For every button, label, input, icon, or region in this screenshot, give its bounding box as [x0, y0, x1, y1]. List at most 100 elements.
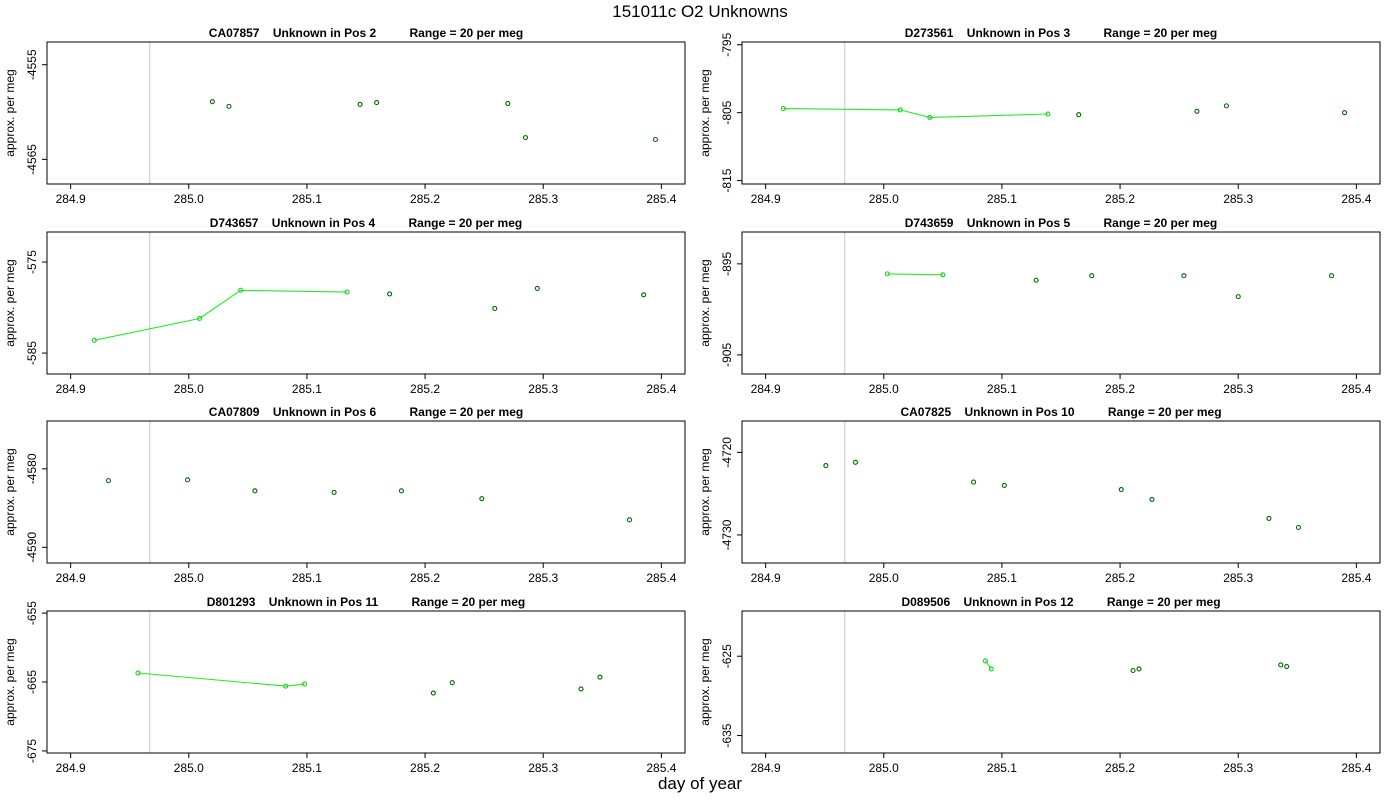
x-tick-label: 285.4: [1341, 761, 1371, 775]
data-point: [927, 114, 933, 120]
data-point: [1278, 662, 1284, 668]
data-point: [1149, 496, 1155, 502]
x-tick-label: 285.4: [646, 761, 676, 775]
data-point: [597, 674, 603, 680]
y-tick-label: -795: [720, 32, 734, 56]
x-tick-label: 285.3: [1223, 571, 1253, 585]
data-point: [1001, 482, 1007, 488]
series-line: [783, 108, 1049, 118]
x-tick-label: 285.1: [987, 382, 1017, 396]
x-tick-label: 285.0: [174, 382, 204, 396]
x-tick-label: 285.3: [528, 192, 558, 206]
x-tick-label: 285.1: [292, 192, 322, 206]
x-tick-label: 285.1: [292, 761, 322, 775]
series-line: [94, 289, 348, 341]
x-tick-label: 285.2: [410, 571, 440, 585]
data-point: [641, 292, 647, 298]
x-tick-label: 285.0: [174, 571, 204, 585]
panel-7: D801293 Unknown in Pos 11 Range = 20 per…: [3, 595, 686, 775]
data-point: [398, 488, 404, 494]
x-tick-label: 285.1: [987, 761, 1017, 775]
panel-frame: [741, 41, 1381, 185]
y-tick-label: -895: [720, 252, 734, 276]
x-tick-label: 285.4: [1341, 571, 1371, 585]
data-point: [988, 666, 994, 672]
data-point: [1130, 667, 1136, 674]
shared-x-axis-label: day of year: [657, 774, 743, 793]
y-tick-label: -4720: [720, 437, 734, 468]
y-tick-label: -4565: [25, 144, 39, 175]
data-point: [534, 285, 540, 291]
x-tick-label: 284.9: [751, 761, 781, 775]
panel-title: D801293 Unknown in Pos 11 Range = 20 per…: [207, 595, 525, 609]
x-tick-label: 285.4: [1341, 192, 1371, 206]
x-tick-label: 285.0: [174, 761, 204, 775]
data-point: [209, 99, 215, 105]
x-tick-label: 285.1: [987, 192, 1017, 206]
panel-4: D743659 Unknown in Pos 5 Range = 20 per …: [698, 216, 1381, 396]
data-point: [940, 272, 946, 278]
x-tick-label: 285.3: [528, 761, 558, 775]
data-point: [283, 683, 289, 689]
y-axis-label: approx. per meg: [3, 259, 17, 346]
data-point: [823, 463, 829, 469]
data-point: [1136, 666, 1142, 672]
x-tick-label: 285.1: [292, 382, 322, 396]
data-point: [135, 670, 141, 676]
data-point: [982, 658, 988, 664]
y-tick-label: -4590: [25, 532, 39, 563]
panel-title: D743657 Unknown in Pos 4 Range = 20 per …: [210, 216, 522, 230]
x-tick-label: 284.9: [751, 192, 781, 206]
data-point: [302, 681, 308, 687]
panel-8: D089506 Unknown in Pos 12 Range = 20 per…: [698, 595, 1381, 775]
data-point: [344, 289, 350, 295]
panel-1: CA07857 Unknown in Pos 2 Range = 20 per …: [3, 26, 686, 206]
panel-title: D273561 Unknown in Pos 3 Range = 20 per …: [905, 26, 1217, 40]
series-line: [887, 273, 943, 276]
panel-frame: [46, 41, 686, 185]
data-point: [1342, 110, 1348, 116]
panel-title: D743659 Unknown in Pos 5 Range = 20 per …: [905, 216, 1217, 230]
data-point: [105, 478, 111, 484]
x-tick-label: 285.3: [1223, 761, 1253, 775]
data-point: [1194, 108, 1200, 114]
data-point: [479, 496, 485, 502]
panel-frame: [741, 231, 1381, 375]
data-point: [852, 459, 858, 465]
y-tick-label: -4730: [720, 519, 734, 550]
data-point: [780, 106, 786, 112]
y-axis-label: approx. per meg: [698, 69, 712, 156]
data-point: [185, 477, 191, 483]
x-tick-label: 284.9: [751, 571, 781, 585]
x-tick-label: 285.4: [646, 192, 676, 206]
panel-frame: [46, 231, 686, 375]
data-point: [1235, 294, 1241, 300]
data-point: [626, 517, 633, 523]
data-point: [522, 135, 529, 141]
y-axis-label: approx. per meg: [3, 448, 17, 535]
y-axis-label: approx. per meg: [698, 638, 712, 725]
data-point: [252, 488, 258, 494]
data-point: [652, 136, 659, 143]
x-tick-label: 285.2: [1105, 192, 1135, 206]
y-tick-label: -905: [720, 343, 734, 367]
data-point: [1284, 663, 1290, 670]
panel-frame: [741, 420, 1381, 564]
data-point: [238, 287, 244, 293]
data-point: [492, 305, 498, 312]
y-axis-label: approx. per meg: [698, 259, 712, 346]
y-tick-label: -575: [25, 250, 39, 274]
x-tick-label: 285.2: [410, 192, 440, 206]
panel-6: CA07825 Unknown in Pos 10 Range = 20 per…: [698, 405, 1381, 585]
data-point: [884, 271, 890, 277]
y-tick-label: -635: [720, 723, 734, 747]
y-tick-label: -4580: [25, 453, 39, 484]
data-point: [1033, 277, 1039, 283]
series-line: [137, 672, 305, 687]
data-point: [1089, 273, 1095, 279]
x-tick-label: 285.1: [987, 571, 1017, 585]
y-tick-label: -805: [720, 100, 734, 124]
x-tick-label: 285.2: [410, 382, 440, 396]
figure-title: 151011c O2 Unknowns: [612, 2, 788, 21]
